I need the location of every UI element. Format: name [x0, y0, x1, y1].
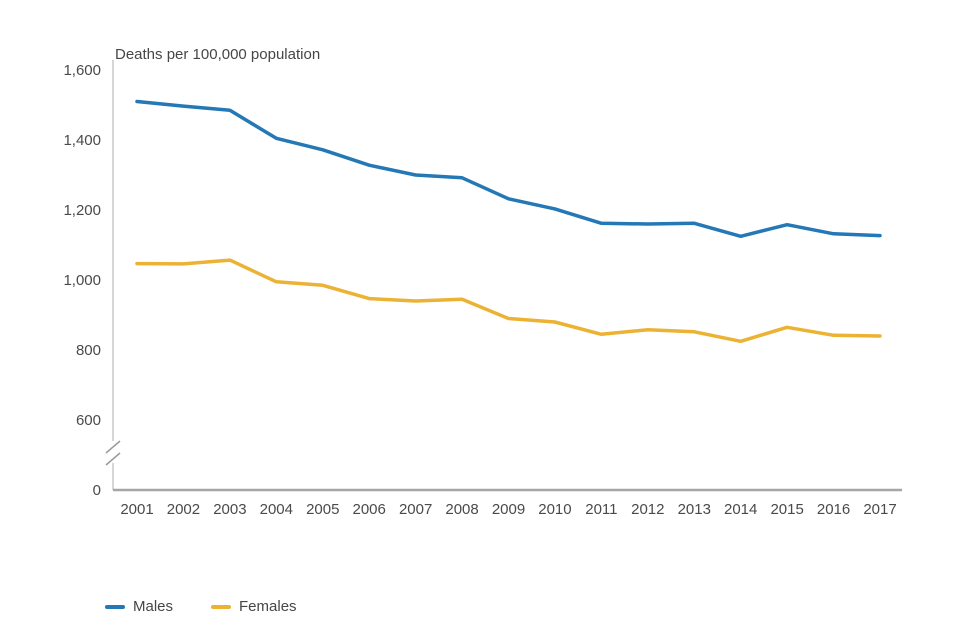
x-tick-label: 2004 [260, 501, 293, 518]
x-tick-label: 2003 [213, 501, 246, 518]
females-line-swatch [211, 604, 232, 609]
x-tick-label: 2010 [538, 501, 571, 518]
x-tick-label: 2013 [678, 501, 711, 518]
x-tick-label: 2011 [585, 501, 617, 518]
legend-item-males: Males [105, 598, 173, 615]
males-line-swatch [105, 604, 125, 609]
x-tick-label: 2001 [120, 501, 153, 518]
chart-title: Deaths per 100,000 population [115, 46, 321, 63]
x-tick-label: 2015 [770, 501, 803, 518]
x-tick-label: 2017 [863, 501, 896, 518]
x-tick-label: 2014 [724, 501, 757, 518]
y-tick-label: 1,000 [63, 272, 101, 289]
legend-label-females: Females [239, 598, 297, 615]
x-tick-label: 2008 [445, 501, 478, 518]
x-tick-label: 2016 [817, 501, 850, 518]
x-tick-label: 2006 [353, 501, 386, 518]
y-tick-label: 600 [76, 412, 101, 429]
series-line-males [135, 99, 882, 239]
legend-label-males: Males [133, 598, 174, 615]
y-tick-label: 1,400 [63, 132, 101, 149]
line-chart-canvas: 0 600 800 1,000 1,200 1,400 1,600 2001 2002 2003 2… [63, 60, 902, 518]
y-tick-label: 1,600 [63, 62, 101, 79]
x-tick-label: 2002 [167, 501, 200, 518]
y-tick-label: 0 [93, 482, 101, 499]
series-line-females [135, 258, 882, 344]
chart-legend: Males Females [105, 598, 297, 615]
x-tick-label: 2012 [631, 501, 664, 518]
y-tick-label: 1,200 [63, 202, 101, 219]
y-tick-label: 800 [76, 342, 101, 359]
x-tick-label: 2009 [492, 501, 525, 518]
legend-item-females: Females [211, 598, 297, 615]
x-tick-label: 2005 [306, 501, 339, 518]
x-tick-label: 2007 [399, 501, 432, 518]
